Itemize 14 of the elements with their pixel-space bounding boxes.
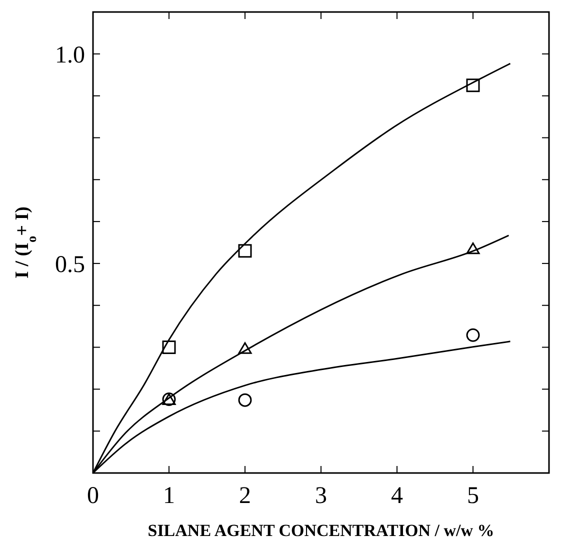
- point: [238, 244, 252, 258]
- x-tick-label: 4: [391, 483, 403, 509]
- x-axis-title: SILANE AGENT CONCENTRATION / w/w %: [148, 521, 494, 540]
- x-tick-label: 3: [315, 483, 327, 509]
- y-tick-label: 1.0: [55, 42, 85, 68]
- x-tick-label: 2: [239, 483, 251, 509]
- point: [238, 393, 252, 407]
- point: [238, 342, 252, 354]
- x-tick-label: 0: [87, 483, 99, 509]
- point: [466, 328, 480, 342]
- x-tick-label: 5: [467, 483, 479, 509]
- x-tick-label: 1: [163, 483, 175, 509]
- y-tick-label: 0.5: [55, 252, 85, 278]
- point: [466, 242, 480, 254]
